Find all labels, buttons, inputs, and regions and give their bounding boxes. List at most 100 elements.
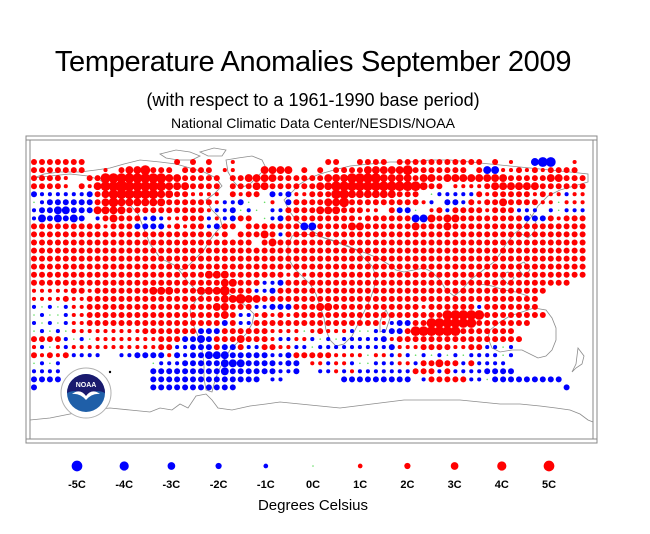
cold-anomaly-dot — [493, 361, 498, 366]
warm-anomaly-dot — [46, 247, 53, 254]
warm-anomaly-dot — [436, 263, 443, 270]
cold-anomaly-dot — [39, 376, 45, 383]
warm-anomaly-dot — [523, 320, 530, 326]
warm-anomaly-dot — [175, 216, 180, 221]
warm-anomaly-dot — [357, 216, 362, 221]
warm-anomaly-dot — [158, 231, 165, 238]
warm-anomaly-dot — [213, 175, 220, 182]
cold-anomaly-dot — [198, 368, 204, 375]
warm-anomaly-dot — [190, 263, 196, 270]
cold-anomaly-dot — [500, 376, 507, 383]
warm-anomaly-dot — [31, 352, 37, 359]
warm-anomaly-dot — [277, 295, 284, 302]
warm-anomaly-dot — [571, 223, 578, 230]
cold-anomaly-dot — [421, 377, 426, 382]
warm-anomaly-dot — [293, 223, 300, 230]
warm-anomaly-dot — [71, 329, 76, 334]
warm-anomaly-dot — [405, 345, 410, 350]
warm-anomaly-dot — [468, 279, 475, 286]
cold-anomaly-dot — [381, 329, 386, 334]
warm-anomaly-dot — [142, 320, 149, 326]
cold-anomaly-dot — [373, 361, 378, 366]
cold-anomaly-dot — [245, 360, 252, 367]
cold-anomaly-dot — [285, 191, 292, 198]
warm-anomaly-dot — [389, 337, 394, 342]
warm-anomaly-dot — [333, 320, 340, 326]
warm-anomaly-dot — [396, 159, 403, 165]
warm-anomaly-dot — [39, 159, 45, 165]
warm-anomaly-dot — [349, 247, 355, 254]
cold-anomaly-dot — [166, 368, 173, 375]
warm-anomaly-dot — [150, 247, 157, 254]
warm-anomaly-dot — [133, 166, 142, 175]
warm-anomaly-dot — [349, 255, 355, 262]
warm-anomaly-dot — [190, 328, 196, 335]
warm-anomaly-dot — [555, 247, 562, 254]
cold-anomaly-dot — [445, 192, 450, 197]
cold-anomaly-dot — [39, 345, 45, 350]
warm-anomaly-dot — [62, 352, 69, 359]
warm-anomaly-dot — [286, 312, 291, 318]
warm-anomaly-dot — [420, 295, 427, 302]
cold-anomaly-dot — [342, 345, 347, 350]
warm-anomaly-dot — [220, 311, 229, 319]
warm-anomaly-dot — [31, 336, 37, 343]
warm-anomaly-dot — [468, 303, 475, 310]
warm-anomaly-dot — [396, 191, 403, 198]
cold-anomaly-dot — [373, 337, 378, 342]
warm-anomaly-dot — [412, 255, 419, 262]
warm-anomaly-dot — [563, 231, 570, 238]
warm-anomaly-dot — [516, 303, 522, 310]
warm-anomaly-dot — [484, 312, 491, 318]
warm-anomaly-dot — [365, 208, 370, 213]
warm-anomaly-dot — [412, 295, 419, 302]
warm-anomaly-dot — [442, 310, 453, 320]
cold-anomaly-dot — [39, 312, 45, 318]
warm-anomaly-dot — [531, 231, 538, 238]
cold-anomaly-dot — [150, 223, 157, 230]
warm-anomaly-dot — [78, 159, 85, 165]
cold-anomaly-dot — [86, 199, 93, 206]
warm-anomaly-dot — [508, 287, 514, 294]
warm-anomaly-dot — [325, 271, 332, 278]
cold-anomaly-dot — [404, 376, 411, 383]
warm-anomaly-dot — [555, 271, 562, 278]
warm-anomaly-dot — [363, 166, 372, 175]
cold-anomaly-dot — [469, 377, 474, 382]
warm-anomaly-dot — [428, 223, 435, 230]
warm-anomaly-dot — [269, 231, 276, 238]
warm-anomaly-dot — [301, 175, 308, 182]
warm-anomaly-dot — [237, 279, 244, 286]
warm-anomaly-dot — [556, 192, 561, 197]
warm-anomaly-dot — [428, 360, 435, 367]
warm-anomaly-dot — [388, 207, 395, 214]
warm-anomaly-dot — [531, 239, 538, 246]
warm-anomaly-dot — [309, 175, 316, 182]
warm-anomaly-dot — [316, 182, 325, 191]
warm-anomaly-dot — [316, 302, 325, 311]
warm-anomaly-dot — [63, 176, 68, 181]
warm-anomaly-dot — [547, 263, 554, 270]
warm-anomaly-dot — [325, 159, 332, 165]
warm-anomaly-dot — [197, 286, 205, 295]
warm-anomaly-dot — [563, 167, 570, 174]
warm-anomaly-dot — [108, 173, 119, 184]
cold-anomaly-dot — [236, 359, 245, 368]
warm-anomaly-dot — [477, 184, 482, 189]
warm-anomaly-dot — [468, 263, 475, 270]
warm-anomaly-dot — [87, 329, 92, 334]
warm-anomaly-dot — [500, 271, 507, 278]
warm-anomaly-dot — [182, 239, 189, 246]
warm-anomaly-dot — [436, 239, 443, 246]
cold-anomaly-dot — [373, 369, 378, 374]
warm-anomaly-dot — [364, 215, 371, 222]
warm-anomaly-dot — [379, 174, 388, 183]
warm-anomaly-dot — [396, 295, 403, 302]
warm-anomaly-dot — [142, 207, 149, 214]
cold-anomaly-dot — [285, 199, 292, 206]
warm-anomaly-dot — [101, 206, 110, 215]
warm-anomaly-dot — [450, 326, 461, 336]
warm-anomaly-dot — [460, 215, 467, 222]
warm-anomaly-dot — [126, 295, 133, 302]
warm-anomaly-dot — [508, 175, 514, 182]
